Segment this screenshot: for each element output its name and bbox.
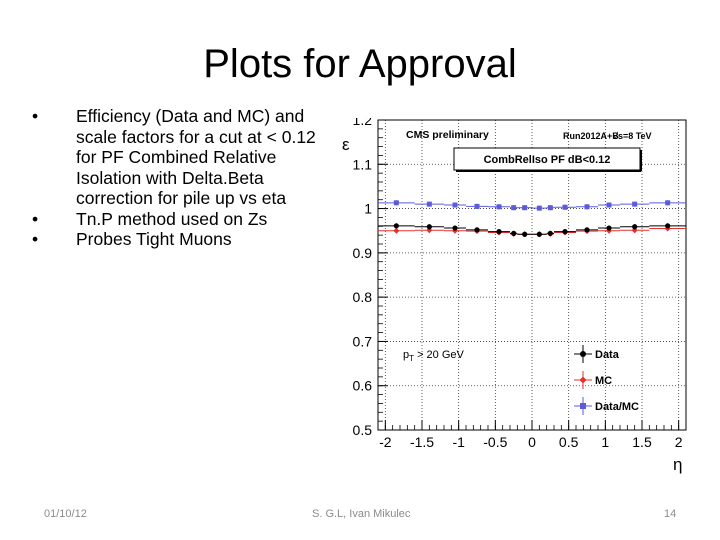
data-point [522,205,528,211]
legend-label: Data [595,349,620,361]
chart-background [330,118,690,478]
bullet-dot-icon: • [32,229,39,249]
data-point [393,227,400,234]
data-point [511,205,517,211]
bullet-dot-icon: • [32,106,39,126]
x-tick-label: 0 [528,434,536,450]
legend-label: MC [595,375,612,387]
bullet-item: • Tn.P method used on Zs [32,208,268,229]
x-tick-label: -2 [379,434,392,450]
data-point [536,205,542,211]
y-tick-label: 0.9 [353,245,373,261]
data-point [632,224,638,230]
data-point [474,227,480,233]
data-point [393,223,399,229]
footer-author: S. G.L, Ivan Mikulec [312,508,411,520]
data-point [452,225,458,231]
bullet-list: • Efficiency (Data and MC) and scale fact… [28,106,318,250]
bullet-item: • Efficiency (Data and MC) and scale fact… [32,106,316,208]
data-point [547,230,553,236]
chart-title: CombRelIso PF dB<0.12 [484,154,611,166]
y-axis-label: ε [342,135,350,154]
efficiency-chart-svg: 0.5 0.6 0.7 0.8 0.9 1 1.1 1.2 -2 -1.5 -1 -0.5 0 0.5 1 1… [330,112,690,478]
chart-header-run: Run2012A+B [563,131,619,141]
legend-label: Data/MC [595,401,639,413]
data-point [665,200,671,206]
pt-annotation: pT > 20 GeV [403,349,465,363]
y-tick-label: 0.6 [353,378,373,394]
data-point [426,224,432,230]
legend-marker [580,351,586,357]
data-point [426,201,432,207]
footer-page-number: 14 [664,508,677,520]
chart-header-left: CMS preliminary [406,129,489,141]
data-point [452,202,458,208]
data-point [665,223,671,229]
data-point [584,204,590,210]
data-point [606,225,612,231]
x-axis-label: η [673,455,682,474]
y-tick-label: 1 [364,201,372,217]
series-data [378,223,686,237]
y-tick-label: 0.5 [353,422,373,438]
series-data-mc [378,200,686,211]
y-tick-label: 1.2 [353,118,373,128]
y-tick-label: 0.8 [353,289,373,305]
x-tick-label: 1.5 [632,434,652,450]
y-tick-label: 1.1 [353,156,373,172]
bullet-item: • Probes Tight Muons [32,229,232,249]
x-tick-label: -1.5 [410,434,434,450]
bullet-dot-icon: • [32,208,39,229]
data-point [496,229,502,235]
legend-marker [579,376,587,384]
x-tick-label: 1 [601,434,609,450]
x-tick-label: -1 [452,434,465,450]
data-point [511,230,517,236]
data-point [632,201,638,207]
data-point [474,203,480,209]
x-tick-label: 0.5 [559,434,579,450]
efficiency-chart: 0.5 0.6 0.7 0.8 0.9 1 1.1 1.2 -2 -1.5 -1 -0.5 0 0.5 1 1… [330,112,690,478]
slide-title: Plots for Approval [203,42,517,86]
x-tick-label: -0.5 [483,434,507,450]
data-point [562,204,568,210]
data-point [562,229,568,235]
data-point [496,204,502,210]
chart-series [378,200,686,238]
data-point [393,200,399,206]
chart-legend: Data MC Data/MC [574,345,639,415]
data-point [536,231,542,237]
data-point [584,227,590,233]
legend-marker [580,403,586,409]
data-point [547,205,553,211]
chart-ticks: 0.5 0.6 0.7 0.8 0.9 1 1.1 1.2 -2 -1.5 -1 -0.5 0 0.5 1 1… [353,112,687,450]
chart-header-energy: √s=8 TeV [613,131,652,141]
footer-date: 01/10/12 [44,508,87,520]
data-point [522,231,528,237]
x-tick-label: 2 [675,434,683,450]
data-point [606,202,612,208]
y-tick-label: 0.7 [353,333,373,349]
